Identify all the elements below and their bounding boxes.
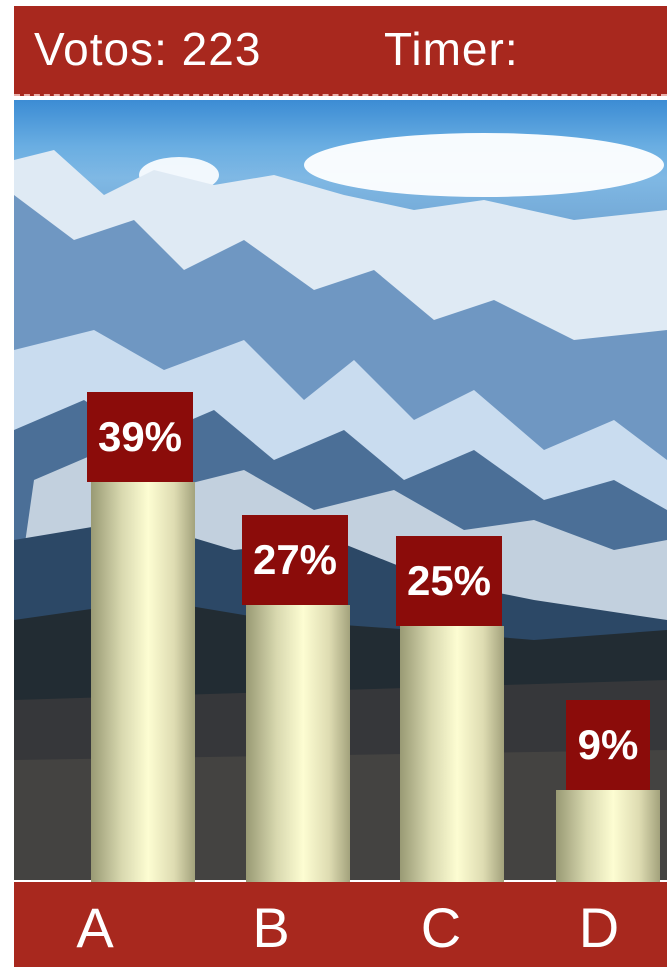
value-label-c: 25% <box>396 535 502 626</box>
category-axis-bar: A B C D <box>14 882 667 967</box>
value-label-a: 39% <box>87 392 193 482</box>
bar-d <box>556 789 660 882</box>
category-label-d: D <box>578 896 620 959</box>
value-label-d: 9% <box>566 699 650 790</box>
timer-label: Timer: <box>384 23 519 75</box>
category-label-a: A <box>76 896 114 959</box>
vote-count-title: Votos: 223 <box>34 23 262 75</box>
header-bar: Votos: 223 Timer: <box>14 6 667 96</box>
value-label-b: 27% <box>242 515 348 606</box>
bar-a <box>91 482 195 882</box>
category-label-b: B <box>252 896 290 959</box>
bar-c <box>400 625 504 882</box>
category-label-c: C <box>420 896 462 959</box>
bar-b <box>246 605 350 882</box>
